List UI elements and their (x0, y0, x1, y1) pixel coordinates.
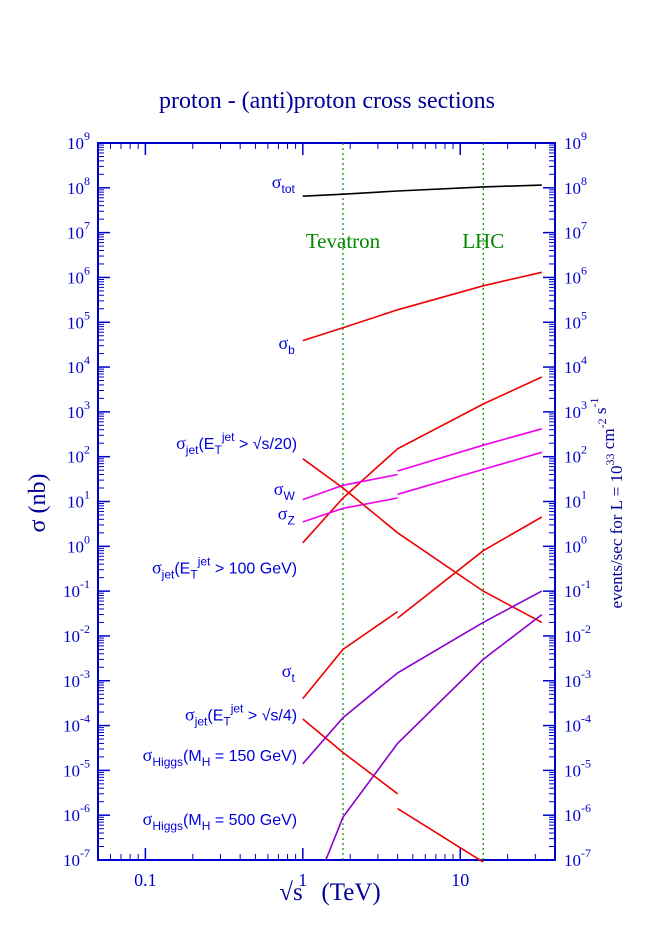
y-tick-label: 10-6 (63, 801, 90, 825)
y2-tick-label: 10-5 (564, 756, 591, 780)
series-line-jet_rs4 (302, 718, 399, 795)
y2-tick-label: 104 (564, 353, 587, 377)
series-line-jet_rs20 (302, 376, 543, 544)
y-tick-label: 104 (67, 353, 90, 377)
collider-label: LHC (462, 229, 504, 253)
series-line-tot (302, 184, 542, 197)
y2-tick-label: 10-1 (564, 577, 591, 601)
series-label-t: σt (282, 661, 296, 685)
chart-title: proton - (anti)proton cross sections (159, 88, 495, 114)
y-axis-label: σ (nb) (25, 474, 51, 533)
y-tick-label: 106 (67, 263, 90, 287)
series-label-higgs150: σHiggs(MH = 150 GeV) (143, 745, 297, 769)
series-line-Z (397, 451, 543, 496)
y2-tick-label: 10-4 (564, 712, 591, 736)
x-tick-label: 0.1 (134, 870, 157, 890)
y2-tick-label: 108 (564, 174, 587, 198)
y-tick-label: 101 (67, 488, 90, 512)
x-tick-label: 10 (451, 870, 469, 890)
y-tick-label: 10-7 (63, 846, 90, 870)
series-label-b: σb (278, 333, 295, 357)
x-axis-label: √s (TeV) (279, 879, 381, 906)
y2-tick-label: 100 (564, 532, 587, 556)
series-line-jet_100 (302, 458, 543, 624)
series-line-jet_rs4 (397, 807, 484, 863)
y-tick-label: 103 (67, 398, 90, 422)
y-tick-label: 10-5 (63, 756, 90, 780)
y2-tick-label: 101 (564, 488, 587, 512)
y2-tick-label: 103 (564, 398, 587, 422)
y-tick-label: 102 (67, 443, 90, 467)
y2-tick-label: 10-7 (564, 846, 591, 870)
series-label-jet_100: σjet(ETjet > 100 GeV) (152, 554, 297, 581)
y-tick-label: 10-2 (63, 622, 90, 646)
y-tick-label: 10-1 (63, 577, 90, 601)
series-line-higgs150 (302, 590, 543, 765)
series-line-Z (302, 497, 398, 523)
series-line-b (302, 271, 542, 342)
y2-tick-label: 10-6 (564, 801, 591, 825)
series-label-tot: σtot (272, 172, 296, 196)
series-line-t (302, 610, 399, 700)
series-line-W (302, 473, 398, 501)
series-layer (302, 184, 543, 863)
y-tick-label: 100 (67, 532, 90, 556)
y2-tick-label: 10-3 (564, 667, 591, 691)
series-label-W: σW (274, 479, 296, 503)
y2-tick-label: 102 (564, 443, 587, 467)
y2-tick-label: 105 (564, 308, 587, 332)
y-tick-label: 10-4 (63, 712, 90, 736)
series-label-higgs500: σHiggs(MH = 500 GeV) (143, 809, 297, 833)
series-label-Z: σZ (278, 503, 295, 527)
series-label-jet_rs20: σjet(ETjet > √s/20) (176, 430, 297, 457)
series-line-higgs500 (325, 613, 543, 861)
y2-tick-label: 10-2 (564, 622, 591, 646)
y-tick-label: 105 (67, 308, 90, 332)
y-tick-label: 10-3 (63, 667, 90, 691)
right-axis-label-text: events/sec for L = 1033 cm-2 s-1 (587, 398, 626, 609)
series-line-t (397, 516, 543, 619)
y-tick-label: 107 (67, 219, 90, 243)
y2-tick-label: 109 (564, 129, 587, 153)
plot-area: 109 109 108 108 107 107 106 106 105 105 104 104 103 1… (63, 129, 591, 890)
y-tick-label: 109 (67, 129, 90, 153)
y2-tick-label: 106 (564, 263, 587, 287)
right-axis-label: events/sec for L = 1033 cm-2 s-1 (587, 398, 626, 609)
series-line-W (397, 428, 543, 472)
y2-tick-label: 107 (564, 219, 587, 243)
y-tick-label: 108 (67, 174, 90, 198)
x-tick-label: 1 (298, 870, 307, 890)
collider-label: Tevatron (306, 229, 381, 253)
series-label-jet_rs4: σjet(ETjet > √s/4) (185, 701, 297, 728)
